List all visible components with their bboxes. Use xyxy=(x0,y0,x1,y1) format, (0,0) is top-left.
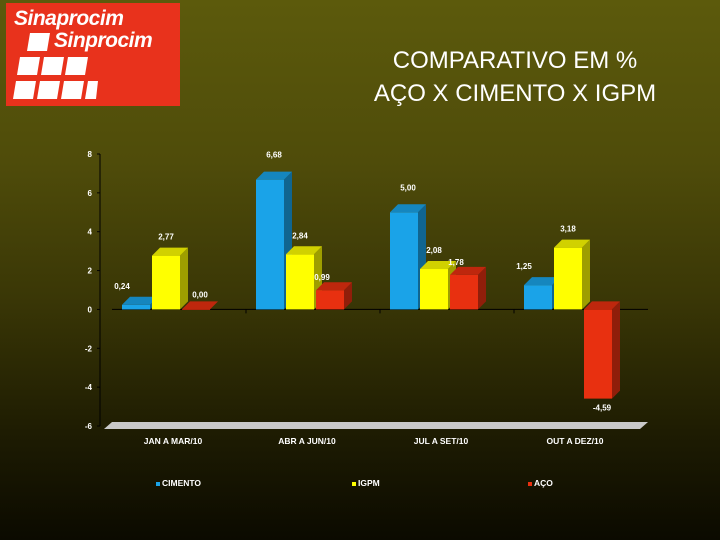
data-label-cimento-jan-a-mar-10: 0,24 xyxy=(114,282,130,291)
bar-front xyxy=(316,290,344,310)
bars xyxy=(122,171,620,399)
data-label-aco-jan-a-mar-10: 0,00 xyxy=(192,290,208,299)
legend-swatch-aco xyxy=(528,482,532,486)
legend-swatch-igpm xyxy=(352,482,356,486)
bar-front xyxy=(256,179,284,310)
bar-top xyxy=(554,239,590,248)
bar-side xyxy=(582,239,590,310)
bar-front xyxy=(122,304,150,310)
data-label-igpm-abr-a-jun-10: 2,84 xyxy=(292,231,308,240)
data-label-aco-abr-a-jun-10: 0,99 xyxy=(314,273,330,282)
data-label-igpm-jan-a-mar-10: 2,77 xyxy=(158,233,174,242)
y-tick-label: 2 xyxy=(88,267,93,276)
bar-side xyxy=(180,247,188,310)
data-label-igpm-out-a-dez-10: 3,18 xyxy=(560,225,576,234)
bar-front xyxy=(420,269,448,310)
data-labels: 0,24 2,77 0,00 6,68 2,84 0,99 5,00 2,08 1,78 1,25… xyxy=(114,151,611,413)
logo-text-sinprocim: Sinprocim xyxy=(54,29,153,52)
bar-top xyxy=(390,204,426,213)
data-label-cimento-jul-a-set-10: 5,00 xyxy=(400,183,416,192)
legend-swatch-cimento xyxy=(156,482,160,486)
bar-top xyxy=(152,247,188,256)
category-label: JUL A SET/10 xyxy=(414,436,469,446)
data-label-aco-out-a-dez-10: -4,59 xyxy=(593,404,612,413)
legend: CIMENTO IGPM AÇO xyxy=(156,478,553,488)
y-tick-label: -2 xyxy=(85,344,93,353)
y-tick-label: 8 xyxy=(88,150,93,159)
bar-top xyxy=(584,301,620,310)
legend-label-igpm: IGPM xyxy=(358,478,380,488)
y-tick-label: -6 xyxy=(85,422,93,431)
bar-front xyxy=(182,309,210,310)
bar-side xyxy=(344,282,352,310)
bar-aco-jan-a-mar-10 xyxy=(182,301,218,310)
y-tick-label: 6 xyxy=(88,189,93,198)
data-label-aco-jul-a-set-10: 1,78 xyxy=(448,258,464,267)
bar-side xyxy=(612,301,620,399)
bar-top xyxy=(524,277,560,286)
bar-igpm-jan-a-mar-10 xyxy=(152,247,188,310)
data-label-cimento-out-a-dez-10: 1,25 xyxy=(516,262,532,271)
bar-front xyxy=(554,247,582,310)
title-line-1: COMPARATIVO EM % xyxy=(392,47,638,74)
data-label-cimento-abr-a-jun-10: 6,68 xyxy=(266,151,282,160)
category-label: OUT A DEZ/10 xyxy=(547,436,604,446)
logo-text-sinaprocim: Sinaprocim xyxy=(14,7,124,30)
bar-side xyxy=(478,266,486,310)
category-label: JAN A MAR/10 xyxy=(144,436,203,446)
x-axis-categories: JAN A MAR/10 ABR A JUN/10 JUL A SET/10 OUT … xyxy=(144,436,604,446)
y-tick-label: 4 xyxy=(88,228,93,237)
slide-title: COMPARATIVO EM % AÇO X CIMENTO X IGPM xyxy=(330,44,700,110)
bar-aco-jul-a-set-10 xyxy=(450,266,486,310)
data-label-igpm-jul-a-set-10: 2,08 xyxy=(426,246,442,255)
logo-grid-icon xyxy=(13,33,98,99)
bar-igpm-out-a-dez-10 xyxy=(554,239,590,310)
y-tick-label: -4 xyxy=(85,383,93,392)
bar-aco-out-a-dez-10 xyxy=(584,301,620,399)
chart-floor xyxy=(104,308,648,429)
bar-front xyxy=(524,285,552,310)
bar-aco-abr-a-jun-10 xyxy=(316,282,352,310)
category-label: ABR A JUN/10 xyxy=(278,436,336,446)
bar-top xyxy=(450,266,486,275)
y-axis: 8 6 4 2 0 -2 -4 -6 xyxy=(85,150,101,431)
bar-front xyxy=(286,254,314,310)
bar-front xyxy=(450,274,478,310)
bar-top xyxy=(286,246,322,255)
bar-top xyxy=(316,282,352,291)
bar-top xyxy=(256,171,292,180)
bar-front xyxy=(584,309,612,399)
legend-label-aco: AÇO xyxy=(534,478,553,488)
chart-floor-plane xyxy=(104,422,648,429)
y-tick-label: 0 xyxy=(88,305,93,314)
bar-front xyxy=(152,255,180,310)
sinaprocim-logo: Sinaprocim Sinprocim xyxy=(6,3,180,106)
bar-top xyxy=(420,261,456,270)
bar-front xyxy=(390,212,418,310)
bar-top xyxy=(182,301,218,310)
legend-label-cimento: CIMENTO xyxy=(162,478,201,488)
title-line-2: AÇO X CIMENTO X IGPM xyxy=(373,80,657,107)
bar-top xyxy=(122,296,158,305)
